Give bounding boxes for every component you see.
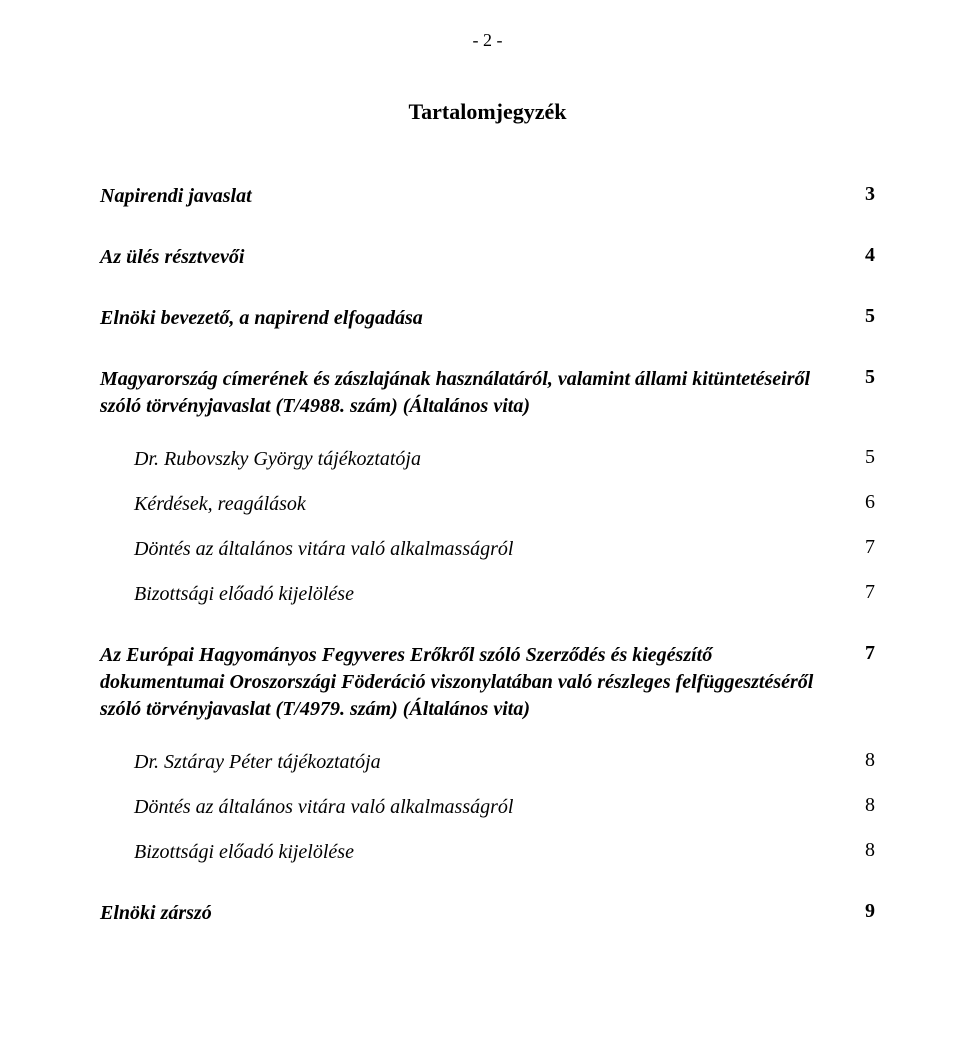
toc-subentry: Bizottsági előadó kijelölése 7 [100, 581, 875, 608]
toc-entry: Napirendi javaslat 3 [100, 183, 875, 210]
toc-entry-page: 8 [847, 749, 875, 772]
toc-entry-page: 9 [847, 900, 875, 923]
toc-entry-label: Döntés az általános vitára való alkalmas… [134, 536, 847, 563]
toc-entry-page: 7 [847, 642, 875, 665]
toc-entry: Az Európai Hagyományos Fegyveres Erőkről… [100, 642, 875, 723]
toc-subentry: Bizottsági előadó kijelölése 8 [100, 839, 875, 866]
toc-entry-label: Napirendi javaslat [100, 183, 847, 210]
toc-entry-page: 7 [847, 536, 875, 559]
toc-subentry: Döntés az általános vitára való alkalmas… [100, 536, 875, 563]
toc-entry-page: 7 [847, 581, 875, 604]
document-page: - 2 - Tartalomjegyzék Napirendi javaslat… [0, 0, 960, 1043]
toc-entry-page: 8 [847, 794, 875, 817]
toc-entry-label: Magyarország címerének és zászlajának ha… [100, 366, 847, 420]
toc-entry-label: Az ülés résztvevői [100, 244, 847, 271]
toc-entry-page: 5 [847, 305, 875, 328]
toc-subentry: Kérdések, reagálások 6 [100, 491, 875, 518]
toc-entry-page: 4 [847, 244, 875, 267]
toc-title: Tartalomjegyzék [100, 99, 875, 125]
toc-entry-page: 5 [847, 446, 875, 469]
toc-entry-page: 8 [847, 839, 875, 862]
toc-entry-label: Bizottsági előadó kijelölése [134, 581, 847, 608]
toc-subentry: Döntés az általános vitára való alkalmas… [100, 794, 875, 821]
toc-entry: Magyarország címerének és zászlajának ha… [100, 366, 875, 420]
toc-entry-page: 6 [847, 491, 875, 514]
toc-entry-label: Elnöki bevezető, a napirend elfogadása [100, 305, 847, 332]
toc-subentry: Dr. Sztáray Péter tájékoztatója 8 [100, 749, 875, 776]
toc-entry-label: Döntés az általános vitára való alkalmas… [134, 794, 847, 821]
toc-entry-label: Elnöki zárszó [100, 900, 847, 927]
toc-entry-page: 3 [847, 183, 875, 206]
page-number: - 2 - [100, 30, 875, 51]
toc-entry: Elnöki zárszó 9 [100, 900, 875, 927]
toc-entry-page: 5 [847, 366, 875, 389]
toc-entry-label: Dr. Sztáray Péter tájékoztatója [134, 749, 847, 776]
toc-entry-label: Dr. Rubovszky György tájékoztatója [134, 446, 847, 473]
toc-entry: Az ülés résztvevői 4 [100, 244, 875, 271]
toc-subentry: Dr. Rubovszky György tájékoztatója 5 [100, 446, 875, 473]
toc-entry-label: Bizottsági előadó kijelölése [134, 839, 847, 866]
toc-entry-label: Kérdések, reagálások [134, 491, 847, 518]
toc-entry-label: Az Európai Hagyományos Fegyveres Erőkről… [100, 642, 847, 723]
toc-entry: Elnöki bevezető, a napirend elfogadása 5 [100, 305, 875, 332]
